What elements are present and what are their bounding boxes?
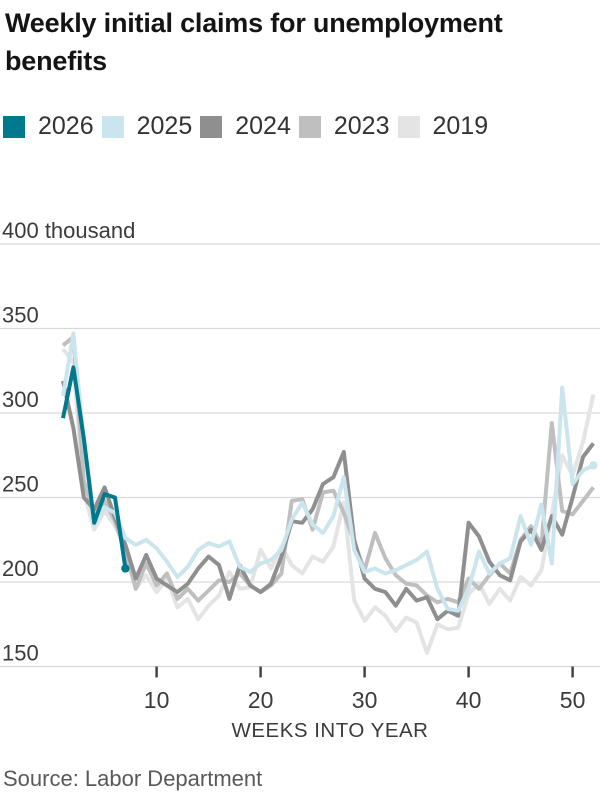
series-line-2026 — [61, 365, 128, 569]
legend-swatch-2019 — [397, 115, 420, 138]
series-line-2025 — [61, 331, 595, 613]
series-line-2024 — [61, 380, 595, 622]
y-axis-tick-label: 400 thousand — [2, 218, 135, 243]
legend-swatch-2026 — [3, 115, 25, 138]
y-axis-tick-label: 250 — [2, 472, 39, 497]
page-title: Weekly initial claims for unemployment b… — [5, 8, 503, 76]
x-axis-tick-label: 10 — [144, 687, 170, 713]
series-end-dot-2025 — [589, 461, 598, 470]
y-axis-tick-label: 300 — [2, 387, 39, 412]
legend-swatch-2023 — [298, 115, 321, 138]
legend-item-2026: 2026 — [3, 112, 94, 141]
y-axis-tick-label: 350 — [2, 303, 39, 328]
series-line-2019 — [61, 347, 596, 655]
legend-label: 2025 — [136, 112, 193, 140]
series-end-dot-2026 — [121, 564, 130, 573]
y-axis-tick-label: 150 — [2, 641, 39, 666]
legend-swatch-2025 — [101, 115, 124, 138]
x-axis-tick-label: 50 — [560, 687, 586, 713]
legend-swatch-2024 — [200, 115, 223, 138]
legend-item-2019: 2019 — [397, 112, 489, 141]
legend-label: 2024 — [235, 112, 291, 140]
chart-legend: 2026 2025 2024 2023 2019 — [3, 112, 503, 151]
legend-item-2023: 2023 — [298, 112, 390, 141]
legend-item-2025: 2025 — [101, 112, 193, 141]
x-axis-tick-label: 20 — [248, 687, 274, 713]
legend-item-2024: 2024 — [200, 112, 291, 141]
legend-label: 2023 — [333, 112, 390, 140]
x-axis-tick-label: 30 — [352, 687, 378, 713]
series-line-2023 — [61, 334, 595, 605]
x-axis-title: WEEKS INTO YEAR — [232, 719, 429, 742]
legend-label: 2026 — [38, 112, 94, 140]
source-note: Source: Labor Department — [3, 766, 263, 791]
y-axis-tick-label: 200 — [2, 556, 39, 581]
legend-label: 2019 — [432, 112, 489, 140]
x-axis-tick-label: 40 — [456, 687, 482, 713]
